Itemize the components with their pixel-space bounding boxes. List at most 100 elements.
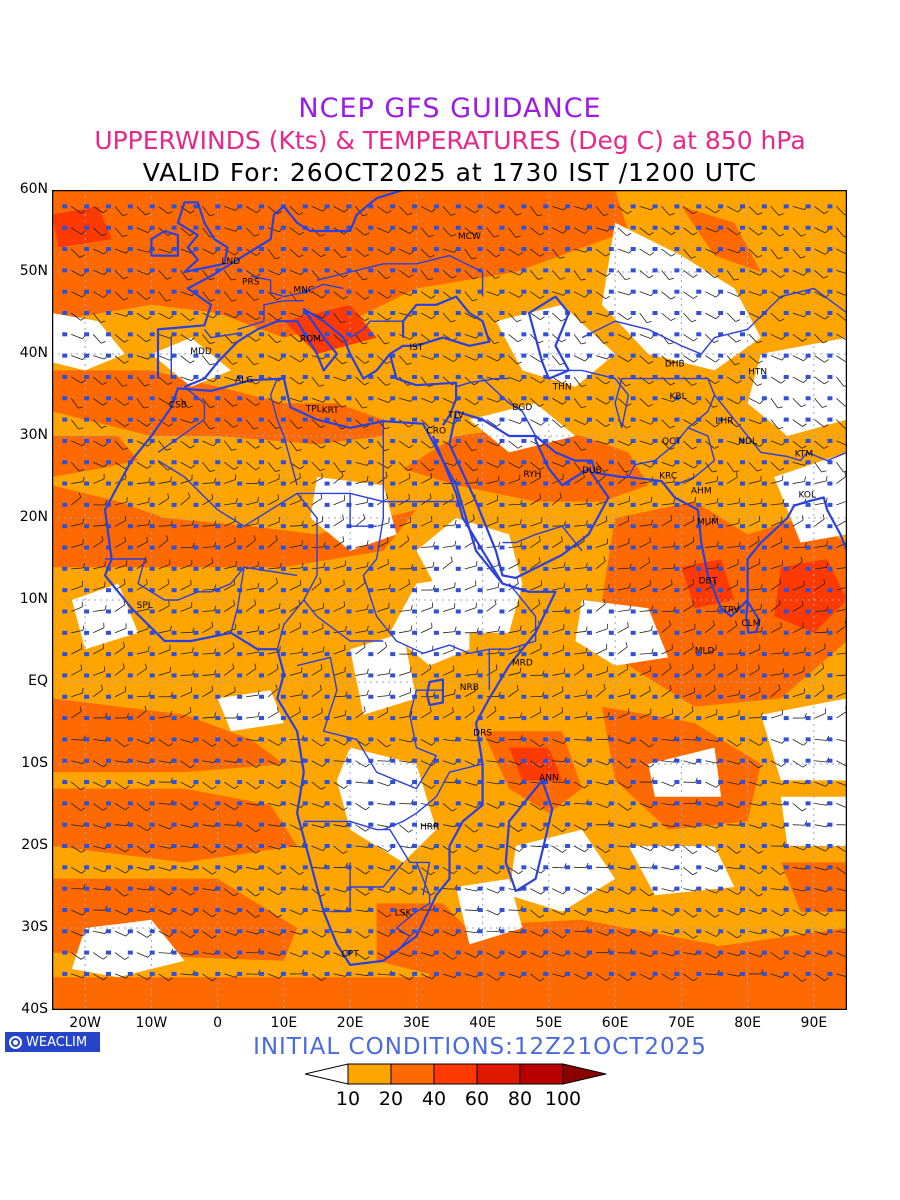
station-mrd: MRD xyxy=(512,659,533,669)
station-mdd: MDD xyxy=(190,347,212,357)
legend-box xyxy=(347,1063,392,1085)
lat-label: 40N xyxy=(19,345,48,361)
country-border xyxy=(230,567,245,633)
calm-zone xyxy=(628,846,735,896)
country-border xyxy=(316,254,484,297)
calm-zone xyxy=(575,600,669,666)
legend-box xyxy=(519,1063,564,1085)
lat-label: 10N xyxy=(19,591,48,607)
station-thn: THN xyxy=(552,382,572,392)
calm-zone xyxy=(217,690,284,732)
lon-label: 0 xyxy=(213,1015,223,1031)
coast-britain xyxy=(176,201,229,274)
lon-label: 40E xyxy=(469,1015,496,1031)
country-border xyxy=(296,656,443,790)
station-ahm: AHM xyxy=(691,486,712,496)
station-htn: HTN xyxy=(748,368,767,378)
station-mum: MUM xyxy=(697,518,719,528)
lat-label: 40S xyxy=(21,1001,48,1017)
lon-label: 60E xyxy=(601,1015,629,1031)
country-border xyxy=(157,386,206,453)
lat-label: 30S xyxy=(21,919,48,935)
calm-zone xyxy=(350,632,417,715)
country-border xyxy=(482,378,537,437)
station-spl: SPL xyxy=(137,601,153,611)
valid-time: VALID For: 26OCT2025 at 1730 IST /1200 U… xyxy=(142,158,758,187)
station-ndl: NDL xyxy=(738,437,757,447)
calm-zone xyxy=(389,575,470,666)
station-cpt: CPT xyxy=(342,950,360,960)
chart-title: NCEP GFS GUIDANCE xyxy=(298,93,602,124)
station-drs: DRS xyxy=(473,728,492,738)
lat-label: 20N xyxy=(19,509,48,525)
calm-zone xyxy=(747,337,847,436)
station-ann: ANN xyxy=(539,773,559,783)
station-hrr: HRR xyxy=(420,823,439,833)
country-border xyxy=(395,862,431,954)
lon-label: 80E xyxy=(734,1015,761,1031)
lon-label: 10E xyxy=(270,1015,298,1031)
coast-europe xyxy=(156,190,404,379)
chart-subtitle: UPPERWINDS (Kts) & TEMPERATURES (Deg C) … xyxy=(94,126,806,155)
lake-victoria xyxy=(425,678,444,707)
initial-conditions: INITIAL CONDITIONS:12Z21OCT2025 xyxy=(253,1034,707,1060)
country-border xyxy=(502,525,583,552)
legend-label: 80 xyxy=(507,1088,533,1110)
coast-persian-gulf xyxy=(534,435,629,479)
legend-arrow-low xyxy=(305,1063,349,1085)
country-border xyxy=(349,861,404,888)
country-border xyxy=(488,583,537,691)
lon-label: 10W xyxy=(135,1015,168,1031)
country-border xyxy=(713,394,847,462)
dark-zone xyxy=(681,206,761,272)
country-border xyxy=(383,763,483,831)
country-border xyxy=(105,558,298,601)
station-clm: CLM xyxy=(741,619,760,629)
station-lhr: LHR xyxy=(715,417,733,427)
country-border xyxy=(330,887,351,913)
calm-zone xyxy=(71,919,185,978)
lon-label: 50E xyxy=(535,1015,563,1031)
country-border xyxy=(296,492,318,617)
station-tpl: TPL xyxy=(305,404,322,414)
calm-zone xyxy=(774,452,847,543)
lon-label: 20E xyxy=(336,1015,364,1031)
wind-barbs xyxy=(62,204,847,982)
station-dhb: DHB xyxy=(665,359,685,369)
coast-madagascar xyxy=(504,779,554,893)
lon-label: 90E xyxy=(800,1015,828,1031)
logo-icon xyxy=(9,1035,22,1049)
country-border xyxy=(203,328,238,339)
station-csb: CSB xyxy=(169,400,187,410)
dark-zone xyxy=(52,436,139,477)
country-border xyxy=(250,275,344,298)
station-prs: PRS xyxy=(242,277,260,287)
station-mld: MLD xyxy=(695,646,715,656)
station-mnc: MNC xyxy=(293,286,314,296)
station-nrb: NRB xyxy=(460,683,479,693)
legend-label: 20 xyxy=(378,1088,404,1110)
legend-label: 40 xyxy=(421,1088,447,1110)
station-alg: ALG xyxy=(235,376,253,386)
legend-box xyxy=(390,1063,435,1085)
coast-srilanka xyxy=(745,600,761,634)
station-krt: KRT xyxy=(322,406,340,416)
lat-label: 10S xyxy=(21,755,48,771)
coast-mediterranean xyxy=(184,295,491,388)
station-krc: KRC xyxy=(659,472,677,482)
legend-label: 60 xyxy=(464,1088,490,1110)
weaclim-logo: WEACLIM xyxy=(5,1032,100,1052)
coast-arabia xyxy=(448,410,610,579)
legend-box xyxy=(476,1063,521,1085)
station-trv: TRV xyxy=(721,605,740,615)
lat-label: 60N xyxy=(19,181,48,197)
station-kol: KOL xyxy=(798,491,816,501)
legend-box xyxy=(433,1063,478,1085)
strong-zone xyxy=(52,206,112,248)
strong-zone xyxy=(283,304,377,354)
country-border xyxy=(349,320,404,339)
country-border xyxy=(276,599,305,650)
station-tlv: TLV xyxy=(447,411,465,421)
station-ryh: RYH xyxy=(523,470,541,480)
